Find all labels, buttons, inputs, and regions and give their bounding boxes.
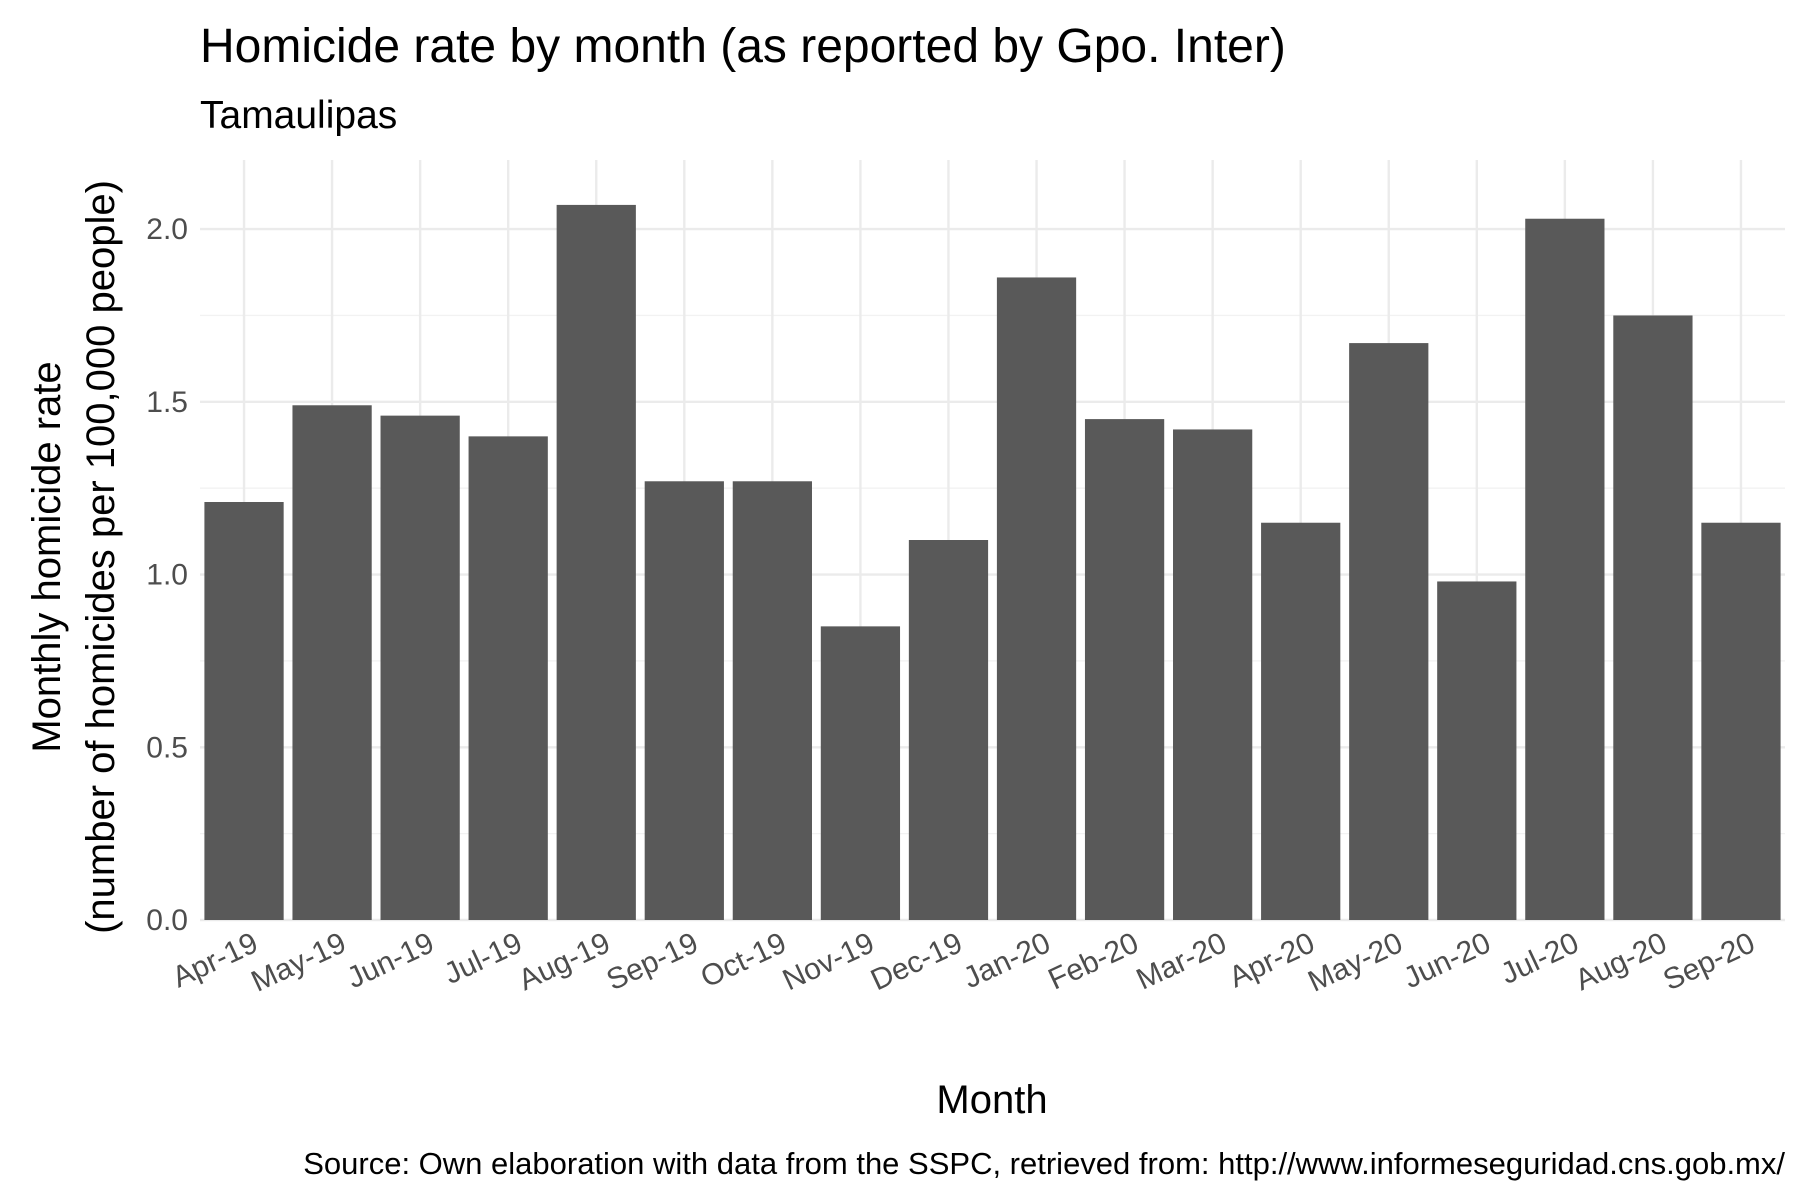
x-tick-label: Jan-20 bbox=[958, 926, 1055, 995]
y-tick-label: 2.0 bbox=[146, 213, 188, 246]
chart-title: Homicide rate by month (as reported by G… bbox=[200, 20, 1286, 73]
y-tick-label: 1.0 bbox=[146, 559, 188, 592]
x-tick-label: Sep-20 bbox=[1658, 926, 1760, 997]
x-tick-label: Jul-19 bbox=[439, 926, 527, 990]
y-tick-label: 0.0 bbox=[146, 904, 188, 937]
bar-may-20 bbox=[1349, 343, 1429, 920]
x-tick-label: May-20 bbox=[1303, 926, 1408, 998]
bar-jan-20 bbox=[996, 277, 1077, 920]
chart-subtitle: Tamaulipas bbox=[200, 94, 397, 137]
bar-apr-20 bbox=[1261, 522, 1341, 920]
bar-mar-20 bbox=[1173, 429, 1253, 920]
bar-jun-20 bbox=[1437, 581, 1517, 920]
x-tick-label: Apr-20 bbox=[1224, 926, 1320, 994]
y-axis-ticks: 0.0 0.5 1.0 1.5 2.0 bbox=[146, 213, 188, 937]
bar-oct-19 bbox=[732, 481, 812, 920]
chart-caption: Source: Own elaboration with data from t… bbox=[303, 1146, 1785, 1181]
x-tick-label: Nov-19 bbox=[778, 926, 880, 997]
bar-aug-19 bbox=[556, 204, 636, 921]
bar-jul-19 bbox=[468, 436, 548, 920]
x-tick-label: Sep-19 bbox=[602, 926, 704, 997]
x-tick-label: May-19 bbox=[246, 926, 351, 998]
y-axis-title-line2: (number of homicides per 100,000 people) bbox=[79, 180, 123, 934]
x-tick-label: Jul-20 bbox=[1496, 926, 1584, 990]
x-tick-label: Oct-19 bbox=[696, 926, 792, 994]
x-axis-title: Month bbox=[936, 1078, 1047, 1122]
bar-jun-19 bbox=[380, 415, 460, 920]
bar-may-19 bbox=[292, 405, 372, 921]
x-tick-label: Mar-20 bbox=[1132, 926, 1232, 996]
y-tick-label: 1.5 bbox=[146, 386, 188, 419]
bar-jul-20 bbox=[1525, 218, 1605, 920]
bar-nov-19 bbox=[820, 626, 901, 920]
y-tick-label: 0.5 bbox=[146, 731, 188, 764]
bar-aug-20 bbox=[1613, 315, 1693, 920]
x-tick-label: Dec-19 bbox=[866, 926, 968, 997]
x-tick-label: Aug-19 bbox=[514, 926, 616, 997]
y-axis-title-line1: Monthly homicide rate bbox=[25, 361, 69, 752]
bars bbox=[204, 204, 1781, 921]
bar-feb-20 bbox=[1084, 419, 1165, 920]
x-tick-label: Jun-20 bbox=[1399, 926, 1496, 995]
bar-dec-19 bbox=[908, 540, 989, 920]
bar-sep-19 bbox=[644, 481, 724, 920]
x-tick-label: Aug-20 bbox=[1570, 926, 1672, 997]
bar-apr-19 bbox=[204, 502, 284, 920]
bar-sep-20 bbox=[1701, 522, 1781, 920]
x-tick-label: Feb-20 bbox=[1043, 926, 1143, 996]
x-tick-label: Jun-19 bbox=[342, 926, 439, 995]
